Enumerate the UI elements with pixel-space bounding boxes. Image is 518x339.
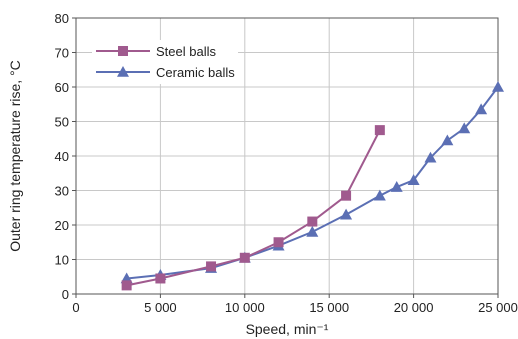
data-point-steel-balls <box>307 216 318 227</box>
data-point-ceramic-balls <box>475 103 488 115</box>
x-tick-label: 0 <box>72 300 79 315</box>
legend-marker-steel-balls <box>118 46 128 56</box>
series-line-steel-balls <box>126 129 381 287</box>
y-tick-label: 10 <box>55 253 69 268</box>
data-point-steel-balls <box>374 125 385 136</box>
data-point-ceramic-balls <box>458 122 471 134</box>
y-tick-label: 60 <box>55 80 69 95</box>
y-tick-label: 50 <box>55 115 69 130</box>
data-point-steel-balls <box>341 190 352 201</box>
y-tick-label: 0 <box>62 287 69 302</box>
x-tick-label: 10 000 <box>225 300 265 315</box>
data-point-ceramic-balls <box>306 225 319 237</box>
y-tick-label: 20 <box>55 218 69 233</box>
y-axis: 0 10 20 30 40 50 60 70 80 <box>55 11 76 302</box>
y-tick-label: 40 <box>55 149 69 164</box>
series-line-ceramic-balls <box>126 86 499 280</box>
y-axis-title: Outer ring temperature rise, °C <box>7 60 23 252</box>
legend-item-steel-balls: Steel balls <box>96 44 216 59</box>
data-point-ceramic-balls <box>492 81 504 92</box>
data-point-steel-balls <box>155 273 166 284</box>
data-point-steel-balls <box>239 252 250 263</box>
legend-item-ceramic-balls: Ceramic balls <box>96 65 235 80</box>
series-layer <box>120 81 504 291</box>
data-point-ceramic-balls <box>340 208 353 220</box>
x-axis-title: Speed, min⁻¹ <box>246 321 329 337</box>
x-axis: 0 5 000 10 000 15 000 20 000 25 000 <box>72 294 518 315</box>
series-ceramic-balls <box>120 81 504 284</box>
data-point-ceramic-balls <box>441 134 454 146</box>
data-point-ceramic-balls <box>407 174 420 185</box>
data-point-ceramic-balls <box>373 189 386 201</box>
data-point-steel-balls <box>121 280 132 291</box>
x-tick-label: 5 000 <box>144 300 177 315</box>
data-point-steel-balls <box>273 237 284 248</box>
legend-background <box>92 40 238 84</box>
y-tick-label: 80 <box>55 11 69 26</box>
y-tick-label: 70 <box>55 46 69 61</box>
legend-marker-ceramic-balls <box>117 66 129 77</box>
data-point-ceramic-balls <box>424 151 437 163</box>
series-steel-balls <box>121 125 385 291</box>
x-tick-label: 15 000 <box>309 300 349 315</box>
x-tick-label: 25 000 <box>478 300 518 315</box>
data-point-steel-balls <box>206 261 217 272</box>
legend: Steel balls Ceramic balls <box>92 40 238 84</box>
data-point-ceramic-balls <box>390 181 403 192</box>
legend-label: Steel balls <box>156 44 216 59</box>
x-tick-label: 20 000 <box>394 300 434 315</box>
legend-label: Ceramic balls <box>156 65 235 80</box>
y-tick-label: 30 <box>55 184 69 199</box>
